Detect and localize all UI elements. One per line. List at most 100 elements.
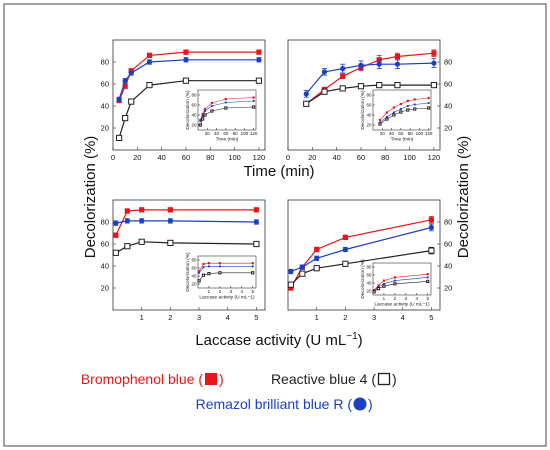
data-point [124,243,131,250]
y-tick-label: 40 [366,113,372,118]
x-tick-label: 20 [133,153,141,162]
legend: Bromophenol blue ( ) Reactive blue 4 ( )… [81,371,397,412]
data-point [357,83,365,90]
data-point [252,96,255,99]
data-point [431,50,437,56]
data-point [197,279,201,283]
data-point [314,246,320,253]
data-point [139,207,145,213]
inset-y-label: Decolorization (%) [185,252,191,292]
data-point [382,279,386,282]
data-point [183,57,189,63]
series-line [118,80,259,139]
data-point [427,106,431,110]
inset-y-label: Decolorization (%) [185,90,191,130]
data-point [128,98,135,105]
y-tick-label: 20 [101,284,109,293]
figure-border [3,3,547,447]
x-tick-label: 40 [214,131,220,136]
data-point [218,262,221,265]
y-tick-label: 20 [366,123,372,128]
data-point [342,260,349,267]
data-point [413,98,416,101]
legend-bromophenol: Bromophenol blue ( [81,371,204,387]
data-point [376,82,383,89]
data-point [431,60,437,66]
laccase-axis-label: Laccase activity (U mL−1) [195,331,362,349]
data-point [251,271,255,275]
data-point [224,101,227,104]
data-point [203,107,207,111]
data-point [321,88,328,95]
y-tick-label: 60 [101,240,109,249]
laccase-axis-label-main: Laccase activity (U mL [195,332,346,349]
data-point [426,276,429,279]
legend-remazol-marker [353,397,367,411]
y-tick-label: 80 [191,258,197,263]
data-point [113,232,119,238]
inset-y-label: Decolorization (%) [360,259,366,299]
x-tick-label: 20 [380,131,386,136]
data-point [385,111,389,114]
data-point [413,103,416,106]
data-point [299,264,305,270]
data-point [182,77,190,84]
x-tick-label: 2 [168,313,172,322]
y-tick-label: 40 [191,274,197,279]
data-point [183,49,189,55]
data-point [128,70,134,76]
data-point [201,114,204,118]
x-tick-label: 100 [228,153,241,162]
y-axis-label-left: Decolorization (%) [82,136,99,259]
data-point [358,62,364,68]
data-point [303,91,309,97]
laccase-axis-label-tail: ) [358,332,363,349]
x-tick-label: 3 [372,313,376,322]
data-point [313,265,320,272]
data-point [399,110,403,114]
inset-x-label: Time (min) [216,137,239,143]
y-tick-label: 60 [366,273,372,278]
data-point [406,99,409,103]
data-point [197,270,201,273]
y-tick-label: 20 [101,124,109,133]
x-tick-label: 20 [308,153,316,162]
data-point [197,271,201,274]
legend-remazol-label: Remazol brilliant blue R ( [196,396,353,412]
legend-bromophenol-marker [205,373,217,385]
data-point [253,207,259,213]
data-point [342,234,348,240]
data-point [340,66,346,72]
time-axis-label: Time (min) [243,163,314,180]
data-point [210,101,214,105]
y-tick-label: 80 [101,58,109,67]
data-point [428,224,434,231]
y-tick-label: 20 [444,284,452,293]
y-tick-label: 40 [444,262,452,271]
data-point [167,207,173,213]
data-point [426,279,430,283]
y-tick-label: 80 [444,218,452,227]
legend-bromophenol-tail: ) [219,371,224,387]
x-tick-label: 120 [250,131,258,136]
y-tick-label: 60 [101,80,109,89]
plot-frame [112,199,266,311]
data-point [116,96,122,102]
x-tick-label: 20 [205,131,211,136]
data-point [303,100,310,107]
inset-frame [197,89,257,131]
y-tick-label: 60 [444,80,452,89]
x-tick-label: 60 [357,153,365,162]
data-point [253,219,259,225]
data-point [428,217,434,223]
y-tick-label: 40 [101,102,109,111]
data-point [426,273,429,276]
